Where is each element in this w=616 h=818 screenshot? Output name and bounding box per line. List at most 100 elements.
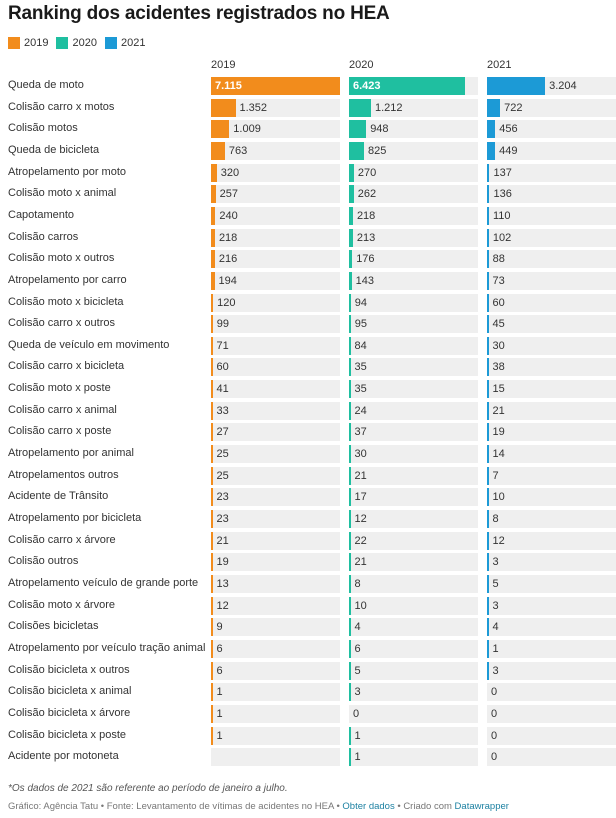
bar-2021 [487, 98, 501, 117]
bar-2019 [211, 358, 213, 377]
table-row: Colisão moto x outros 216 176 88 [0, 249, 616, 271]
data-label-2021: 102 [492, 231, 512, 244]
table-row: Capotamento 240 218 110 [0, 206, 616, 228]
bar-track-2021: 7 [487, 466, 616, 485]
data-label-2021: 7 [492, 469, 499, 482]
legend-label-2020: 2020 [72, 37, 97, 49]
bar-track-2021: 102 [487, 228, 616, 247]
table-row: Queda de moto 7.115 6.423 3.204 [0, 76, 616, 98]
bar-track-2020: 35 [349, 358, 478, 377]
data-label-2020: 0 [353, 707, 360, 720]
bar-2020 [349, 596, 351, 615]
bar-2021 [487, 315, 489, 334]
row-label: Colisão carro x árvore [8, 533, 116, 546]
bar-track-2019: 60 [211, 358, 340, 377]
bar-track-2021: 136 [487, 185, 616, 204]
bar-track-2019: 6 [211, 639, 340, 658]
bar-2021 [487, 488, 489, 507]
bar-2019 [211, 77, 340, 95]
bar-2021 [487, 358, 489, 377]
data-label-2019: 71 [216, 339, 229, 352]
bar-track-2021: 0 [487, 704, 616, 723]
bar-track-2020: 35 [349, 380, 478, 399]
row-label: Colisão bicicleta x animal [8, 685, 132, 698]
bar-2020 [349, 271, 352, 290]
data-label-2021: 0 [491, 729, 498, 742]
row-label: Colisão carro x motos [8, 100, 115, 113]
data-label-2021: 15 [492, 383, 505, 396]
table-row: Colisão carros 218 213 102 [0, 228, 616, 250]
table-row: Atropelamento por veículo tração animal 6… [0, 639, 616, 661]
bar-track-2021: 15 [487, 380, 616, 399]
bar-track-2020: 21 [349, 466, 478, 485]
row-label: Colisão carro x bicicleta [8, 360, 125, 373]
data-label-2021: 38 [492, 361, 505, 374]
data-label-2021: 73 [492, 274, 505, 287]
legend-item-2019: 2019 [8, 37, 48, 49]
bar-2020 [349, 185, 354, 204]
bar-track-2021: 449 [487, 141, 616, 160]
data-label-2020: 21 [354, 469, 367, 482]
bar-2020 [349, 531, 351, 550]
get-data-link[interactable]: Obter dados [342, 801, 395, 812]
bar-track-2020: 8 [349, 574, 478, 593]
data-label-2019: 33 [216, 404, 229, 417]
row-label: Colisão moto x outros [8, 252, 115, 265]
data-label-2019: 6 [216, 642, 223, 655]
bar-2019 [211, 206, 216, 225]
row-label: Atropelamentos outros [8, 468, 119, 481]
bar-2021 [487, 206, 489, 225]
table-row: Atropelamento veículo de grande porte 13 8… [0, 574, 616, 596]
bar-2019 [211, 401, 213, 420]
table-row: Colisão carro x motos 1.352 1.212 722 [0, 98, 616, 120]
bar-2019 [211, 488, 213, 507]
legend-label-2021: 2021 [120, 37, 146, 49]
bar-2019 [211, 141, 225, 160]
column-header-2019: 2019 [211, 59, 236, 71]
data-label-2020: 143 [355, 274, 374, 287]
bar-track-2020: 143 [349, 271, 478, 290]
bar-2020 [349, 726, 351, 745]
bar-track-2019: 23 [211, 510, 340, 528]
legend-swatch-2020 [56, 37, 69, 49]
bar-2021 [487, 77, 546, 95]
bar-track-2021: 21 [487, 401, 616, 420]
data-label-2020: 6 [354, 642, 361, 655]
bar-2019 [211, 120, 230, 139]
bar-2020 [349, 683, 351, 702]
bar-track-2019: 33 [211, 401, 340, 420]
bar-2021 [487, 466, 489, 485]
table-row: Atropelamento por carro 194 143 73 [0, 271, 616, 293]
bar-track-2019: 1 [211, 726, 340, 745]
bar-2020 [349, 120, 367, 139]
data-label-2019: 23 [216, 513, 229, 525]
data-label-2019: 41 [216, 383, 229, 396]
data-label-2020: 5 [354, 664, 361, 677]
bar-track-2019: 1 [211, 683, 340, 702]
bar-2020 [349, 618, 351, 637]
bar-2019 [211, 423, 213, 442]
bar-2021 [487, 531, 489, 550]
bar-track-2019: 120 [211, 293, 340, 312]
data-label-2019: 12 [216, 599, 229, 612]
data-label-2021: 0 [491, 751, 498, 764]
data-label-2021: 137 [493, 166, 512, 179]
data-label-2020: 213 [356, 231, 376, 244]
data-label-2021: 1 [492, 642, 499, 655]
data-label-2020: 30 [354, 448, 367, 461]
bar-track-2021: 12 [487, 531, 616, 550]
bar-2019 [211, 336, 213, 355]
data-label-2020: 825 [367, 144, 387, 157]
legend-swatch-2021 [104, 37, 117, 49]
bar-2019 [211, 228, 215, 247]
bar-2020 [349, 380, 351, 399]
table-row: Atropelamento por animal 25 30 14 [0, 444, 616, 466]
bar-track-2019: 9 [211, 618, 340, 637]
data-label-2019: 1.352 [239, 101, 268, 114]
data-label-2019: 19 [216, 556, 229, 569]
datawrapper-link[interactable]: Datawrapper [454, 801, 509, 812]
table-row: Atropelamentos outros 25 21 7 [0, 466, 616, 488]
bar-track-2020: 825 [349, 141, 478, 160]
bar-track-2019: 320 [211, 163, 340, 182]
bar-2019 [211, 98, 236, 117]
